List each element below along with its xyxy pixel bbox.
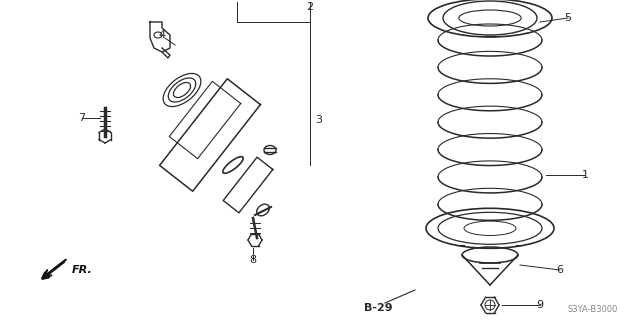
Text: S3YA-B3000: S3YA-B3000 <box>568 306 618 315</box>
Text: 2: 2 <box>307 2 314 12</box>
Text: 4: 4 <box>159 30 166 40</box>
Text: 1: 1 <box>582 170 589 180</box>
Text: 3: 3 <box>315 115 322 125</box>
Text: 7: 7 <box>79 113 86 123</box>
Text: 9: 9 <box>536 300 543 310</box>
Text: B-29: B-29 <box>364 303 392 313</box>
Text: 8: 8 <box>250 255 257 265</box>
Text: 6: 6 <box>557 265 563 275</box>
Text: FR.: FR. <box>72 265 93 275</box>
Text: 5: 5 <box>564 13 572 23</box>
